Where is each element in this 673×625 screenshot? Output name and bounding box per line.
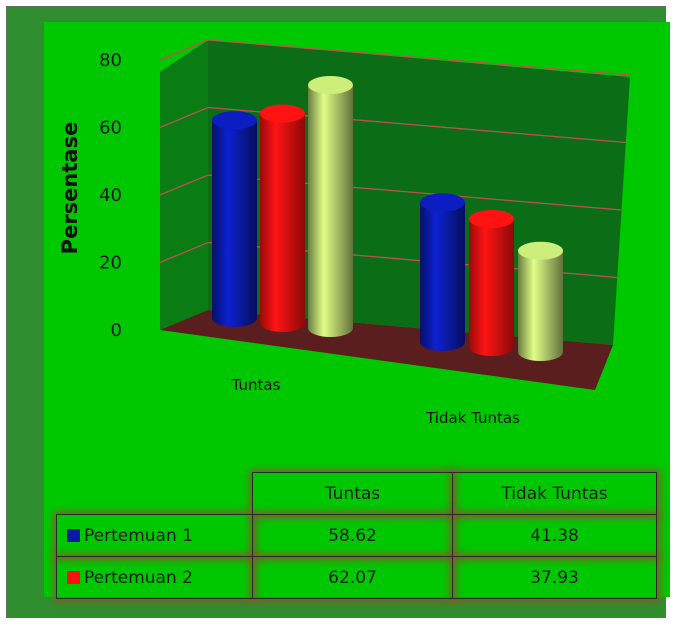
gridline bbox=[159, 39, 631, 76]
y-tick-label: 20 bbox=[99, 253, 122, 274]
category-label-tuntas: Tuntas bbox=[231, 376, 281, 394]
legend-swatch-pertemuan-1 bbox=[67, 528, 80, 542]
bar-1-0 bbox=[420, 193, 465, 351]
table-row: Pertemuan 2 62.07 37.93 bbox=[56, 556, 657, 599]
y-tick-label: 60 bbox=[99, 118, 122, 139]
data-table: Tuntas Tidak Tuntas Pertemuan 1 58.62 41… bbox=[56, 472, 657, 599]
table-header-tuntas: Tuntas bbox=[252, 472, 453, 515]
bar-top bbox=[308, 76, 353, 94]
bar-0-1 bbox=[260, 104, 305, 332]
bar-body bbox=[518, 250, 563, 361]
table-row-label: Pertemuan 1 bbox=[56, 514, 253, 557]
legend-label-pertemuan-2: Pertemuan 2 bbox=[84, 567, 193, 588]
y-tick-label: 80 bbox=[99, 50, 122, 71]
bar-top bbox=[420, 193, 465, 212]
bar-body bbox=[420, 202, 465, 351]
bar-0-0 bbox=[212, 111, 257, 327]
bar-1-2 bbox=[518, 241, 563, 361]
bar-body bbox=[260, 113, 305, 332]
y-axis-label: Persentase bbox=[58, 122, 82, 255]
chart-bars bbox=[212, 76, 563, 361]
table-row-label: Pertemuan 2 bbox=[56, 556, 253, 599]
bar-top bbox=[212, 111, 257, 130]
bar-1-1 bbox=[469, 209, 514, 356]
table-cell-value: 41.38 bbox=[452, 514, 657, 557]
legend-swatch-pertemuan-2 bbox=[67, 570, 80, 584]
table-header-row: Tuntas Tidak Tuntas bbox=[57, 472, 657, 515]
bar-body bbox=[469, 218, 514, 356]
y-tick-label: 0 bbox=[111, 320, 122, 341]
bar-body bbox=[212, 120, 257, 327]
bar-top bbox=[469, 209, 514, 228]
bar-0-2 bbox=[308, 76, 353, 338]
table-header-tidak-tuntas: Tidak Tuntas bbox=[452, 472, 657, 515]
gridline bbox=[159, 106, 626, 144]
y-axis-ticks: 0 20 40 60 80 bbox=[99, 50, 122, 341]
bar-chart-3d: 0 20 40 60 80 Persentase Tuntas Tidak Tuntas bbox=[58, 39, 631, 427]
table-cell-value: 37.93 bbox=[452, 556, 657, 599]
table-cell-value: 58.62 bbox=[252, 514, 453, 557]
bar-body bbox=[308, 85, 353, 338]
table-row: Pertemuan 1 58.62 41.38 bbox=[56, 514, 657, 557]
legend-label-pertemuan-1: Pertemuan 1 bbox=[84, 525, 193, 546]
table-corner bbox=[57, 473, 253, 515]
category-label-tidak-tuntas: Tidak Tuntas bbox=[425, 409, 520, 427]
bar-top bbox=[518, 241, 563, 260]
y-tick-label: 40 bbox=[99, 185, 122, 206]
bar-top bbox=[260, 104, 305, 123]
gridline bbox=[159, 174, 622, 211]
table-cell-value: 62.07 bbox=[252, 556, 453, 599]
